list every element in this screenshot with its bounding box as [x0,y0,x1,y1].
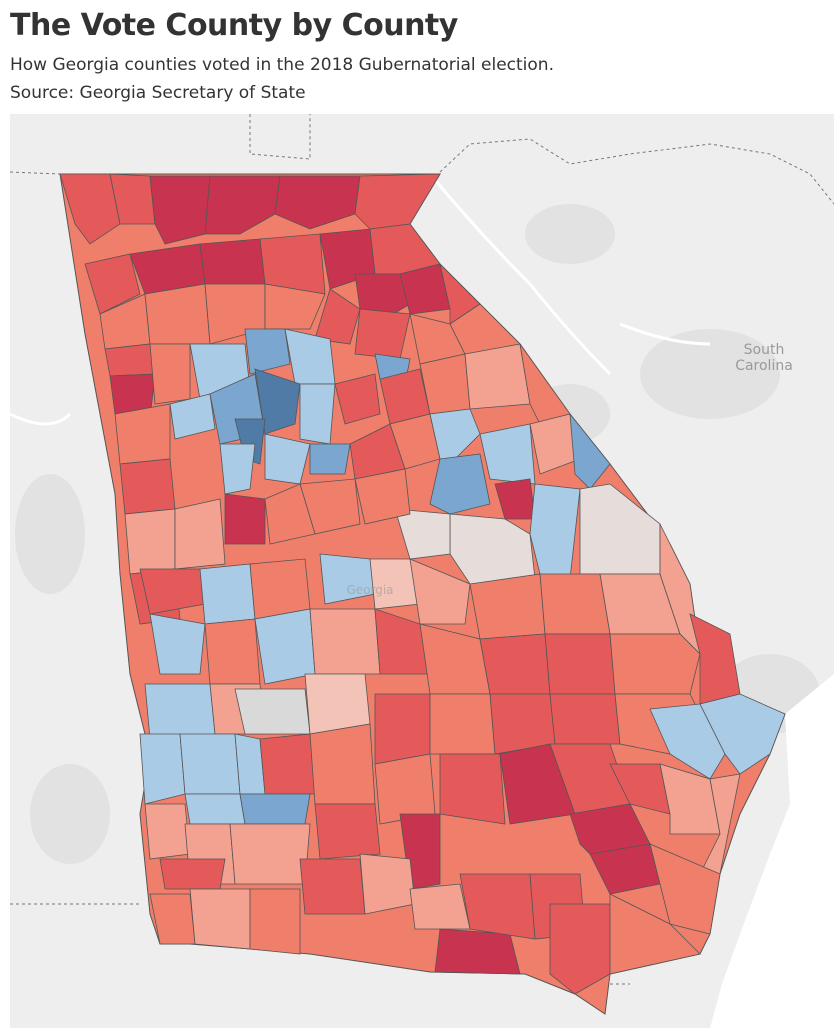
county-north-20[interactable] [314,288,361,345]
county-sc-27[interactable] [609,893,701,975]
county-west-6[interactable] [124,508,176,575]
county-sc-7[interactable] [699,693,786,775]
county-sc-6[interactable] [649,703,726,780]
south-carolina-label-line1: South [744,342,785,358]
county-mid-19[interactable] [609,633,701,695]
county-metro-6[interactable] [254,368,301,435]
county-north-19[interactable] [264,283,326,330]
county-sw-5[interactable] [139,733,186,805]
county-north-4[interactable] [204,175,281,235]
county-north-17[interactable] [144,283,211,345]
county-west-1[interactable] [104,343,156,377]
county-sc-22[interactable] [459,873,536,940]
county-mid-17[interactable] [479,633,551,695]
county-sw-17[interactable] [189,888,251,950]
county-north-9[interactable] [199,238,266,285]
county-central-21[interactable] [264,483,316,545]
county-central-4[interactable] [464,343,531,410]
county-metro-11[interactable] [219,443,256,495]
county-mid-13[interactable] [254,608,316,685]
county-sw-11[interactable] [239,793,311,825]
county-metro-4[interactable] [169,393,216,440]
county-sc-2[interactable] [429,693,496,755]
county-sw-6[interactable] [179,733,241,795]
county-sw-4[interactable] [304,673,371,735]
county-north-5[interactable] [274,175,361,230]
county-central-8[interactable] [429,408,481,460]
county-mid-6[interactable] [409,558,471,625]
county-mid-2[interactable] [199,563,256,625]
county-metro-10[interactable] [309,443,351,475]
county-sc-9[interactable] [374,753,436,825]
county-sc-4[interactable] [549,693,621,745]
county-central-12[interactable] [429,453,491,515]
county-sc-16[interactable] [659,763,721,835]
county-sc-26[interactable] [649,843,721,935]
county-mid-7[interactable] [469,573,546,640]
county-west-4[interactable] [114,403,171,465]
county-sw-1[interactable] [144,683,216,740]
atlantic-water [710,674,834,1028]
county-west-7[interactable] [174,498,226,570]
page-title: The Vote County by County [10,8,458,43]
county-west-5[interactable] [119,458,176,515]
county-sc-1[interactable] [374,693,431,765]
county-mid-3[interactable] [249,558,311,620]
county-mid-14[interactable] [309,608,381,675]
south-carolina-label-line2: Carolina [735,358,793,374]
county-west-3[interactable] [149,343,191,405]
county-polygons[interactable] [59,173,786,995]
county-north-13[interactable] [354,273,411,320]
county-sw-14[interactable] [229,823,311,885]
water-features [10,173,711,426]
county-sw-8[interactable] [259,733,316,795]
county-sc-19[interactable] [359,853,416,915]
county-sw-10[interactable] [184,793,246,825]
map-view[interactable]: South Carolina [10,114,834,1028]
county-sw-15[interactable] [159,858,226,890]
county-sc-20[interactable] [409,883,471,930]
county-mid-8[interactable] [539,573,611,635]
county-north-3[interactable] [149,175,211,245]
county-north-21[interactable] [354,308,411,360]
county-sc-21[interactable] [434,928,521,975]
county-sw-12[interactable] [144,803,191,860]
county-north-1[interactable] [59,173,121,245]
county-metro-2[interactable] [244,328,291,375]
county-mid-18[interactable] [544,633,616,695]
county-sc-8[interactable] [314,803,381,860]
county-central-18[interactable] [354,468,411,525]
county-mid-11[interactable] [149,613,206,675]
county-mid-12[interactable] [204,618,261,685]
georgia-county-map[interactable]: South Carolina [10,114,834,1028]
county-sw-9[interactable] [309,723,376,805]
source-note: Source: Georgia Secretary of State [10,83,306,103]
page-subtitle: How Georgia counties voted in the 2018 G… [10,55,554,75]
county-sw-3[interactable] [234,688,311,735]
georgia-label: Georgia [346,583,393,597]
county-sc-11[interactable] [439,753,506,825]
county-central-20[interactable] [224,493,266,545]
county-sc-24[interactable] [549,903,611,995]
county-metro-8[interactable] [299,383,336,445]
county-central-17[interactable] [394,508,451,560]
county-central-1[interactable] [334,373,381,425]
county-sc-18[interactable] [299,858,366,915]
county-sw-18[interactable] [249,888,301,955]
county-north-7[interactable] [84,253,141,315]
